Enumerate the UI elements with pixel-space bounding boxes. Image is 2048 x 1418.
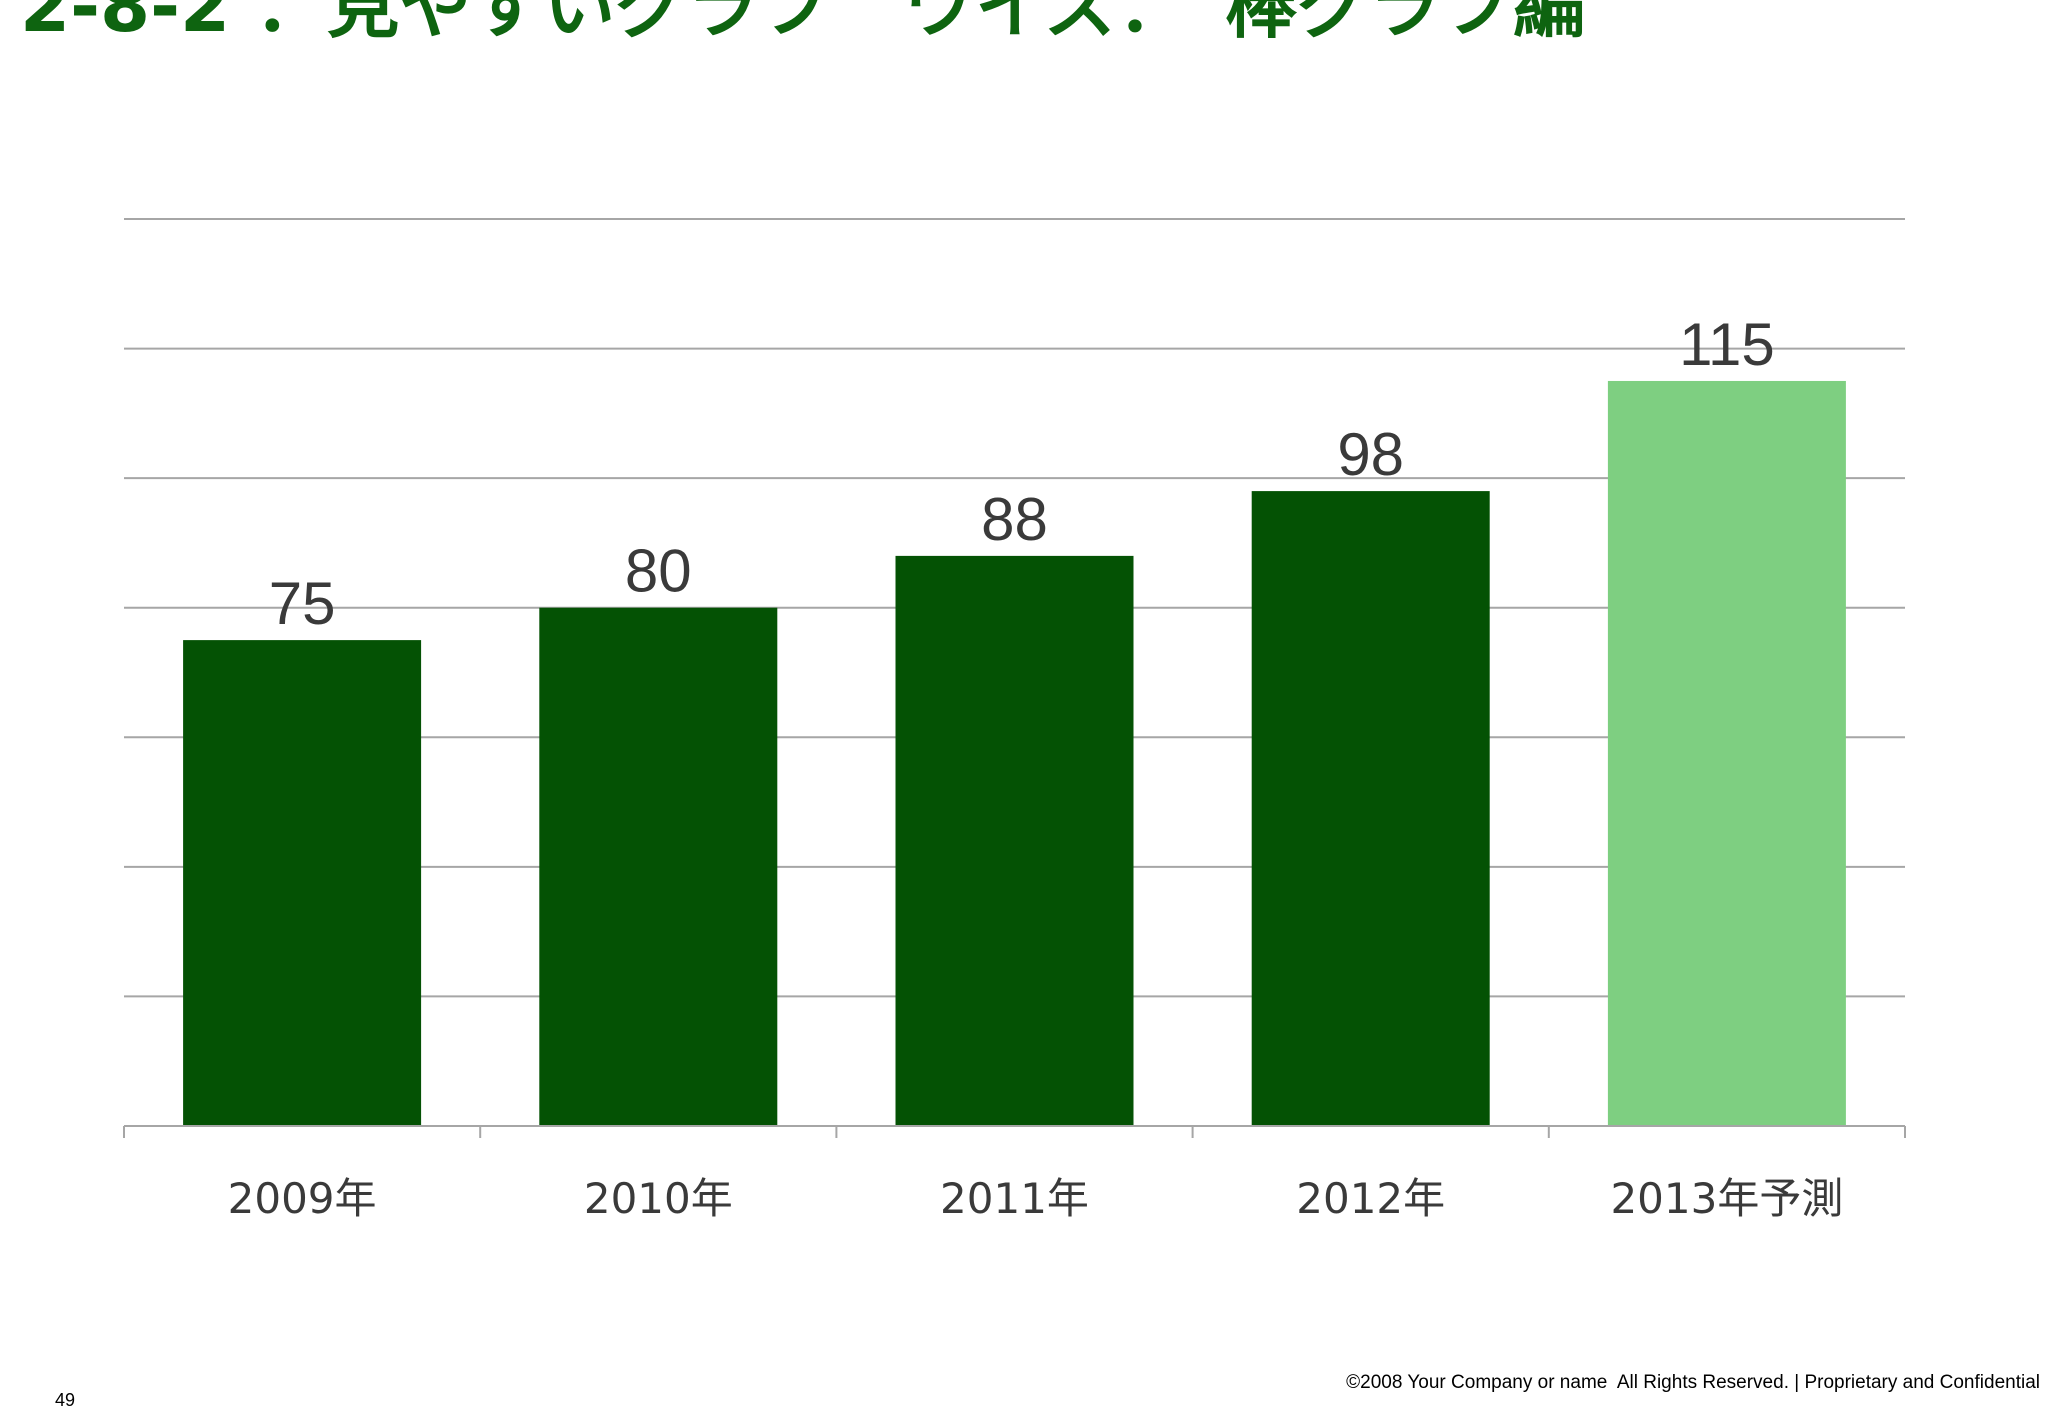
category-label-4: 2012年 — [1296, 1174, 1445, 1223]
category-label-1: 2009年 — [228, 1174, 377, 1223]
bar-4 — [1251, 491, 1490, 1127]
data-label-1: 75 — [269, 570, 336, 637]
category-label-5: 2013年予測 — [1610, 1174, 1843, 1223]
data-label-2: 80 — [625, 538, 692, 605]
copyright-notice: ©2008 Your Company or name All Rights Re… — [1346, 1372, 2040, 1393]
data-label-3: 88 — [981, 486, 1048, 553]
bar-1 — [183, 640, 422, 1126]
data-label-4: 98 — [1337, 421, 1404, 488]
bars — [183, 380, 1846, 1127]
bar-2 — [539, 607, 778, 1126]
bar-5 — [1607, 380, 1846, 1126]
data-label-5: 115 — [1679, 311, 1775, 378]
page-number: 49 — [55, 1390, 76, 1410]
category-label-3: 2011年 — [940, 1174, 1089, 1223]
bar-3 — [895, 555, 1134, 1126]
x-axis: 2009年 2010年 2011年 2012年 2013年予測 — [123, 1125, 1906, 1223]
data-labels: 75 80 88 98 115 — [269, 311, 1775, 637]
category-label-2: 2010年 — [584, 1174, 733, 1223]
page-title: 2-8-2 ．見やすいグラフ ワイズ： 棒グラフ編 — [20, 0, 1585, 48]
